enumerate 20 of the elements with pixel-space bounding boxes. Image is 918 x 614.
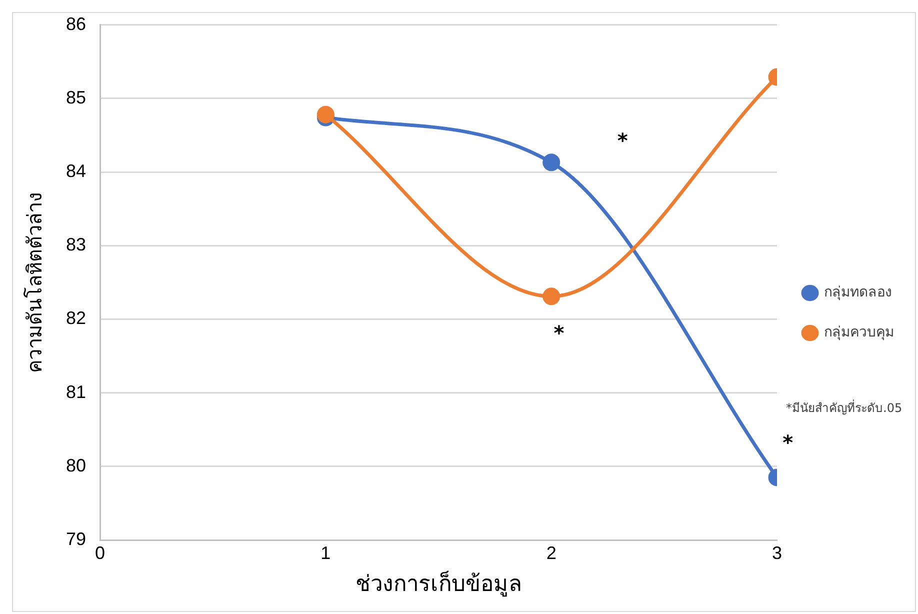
- x-tick-label: 2: [546, 542, 556, 563]
- y-tick-label: 84: [66, 160, 86, 181]
- y-tick-label: 83: [66, 234, 86, 255]
- y-tick-label: 82: [66, 308, 86, 328]
- x-tick-label: 0: [95, 542, 106, 563]
- y-axis-title: ความดันโลหิตตัวล่าง: [24, 192, 47, 373]
- x-axis-title: ช่วงการเก็บข้อมูล: [356, 568, 522, 597]
- y-tick-label: 85: [66, 87, 86, 108]
- annotation: *: [617, 128, 628, 152]
- annotation: *: [554, 321, 565, 346]
- y-tick-label: 79: [66, 528, 86, 549]
- text: *: [782, 430, 794, 454]
- y-tick-label: 81: [66, 382, 86, 402]
- legend-label: กลุ่มควบคุม: [824, 324, 894, 341]
- x-tick-label: 1: [320, 542, 331, 563]
- text: *มีนัยสำคัญที่ระดับ.05: [786, 398, 902, 417]
- y-tick-label: 86: [66, 14, 86, 34]
- legend-label: กลุ่มทดลอง: [824, 284, 892, 301]
- y-tick-label: 80: [66, 455, 86, 476]
- x-tick-label: 3: [772, 542, 782, 563]
